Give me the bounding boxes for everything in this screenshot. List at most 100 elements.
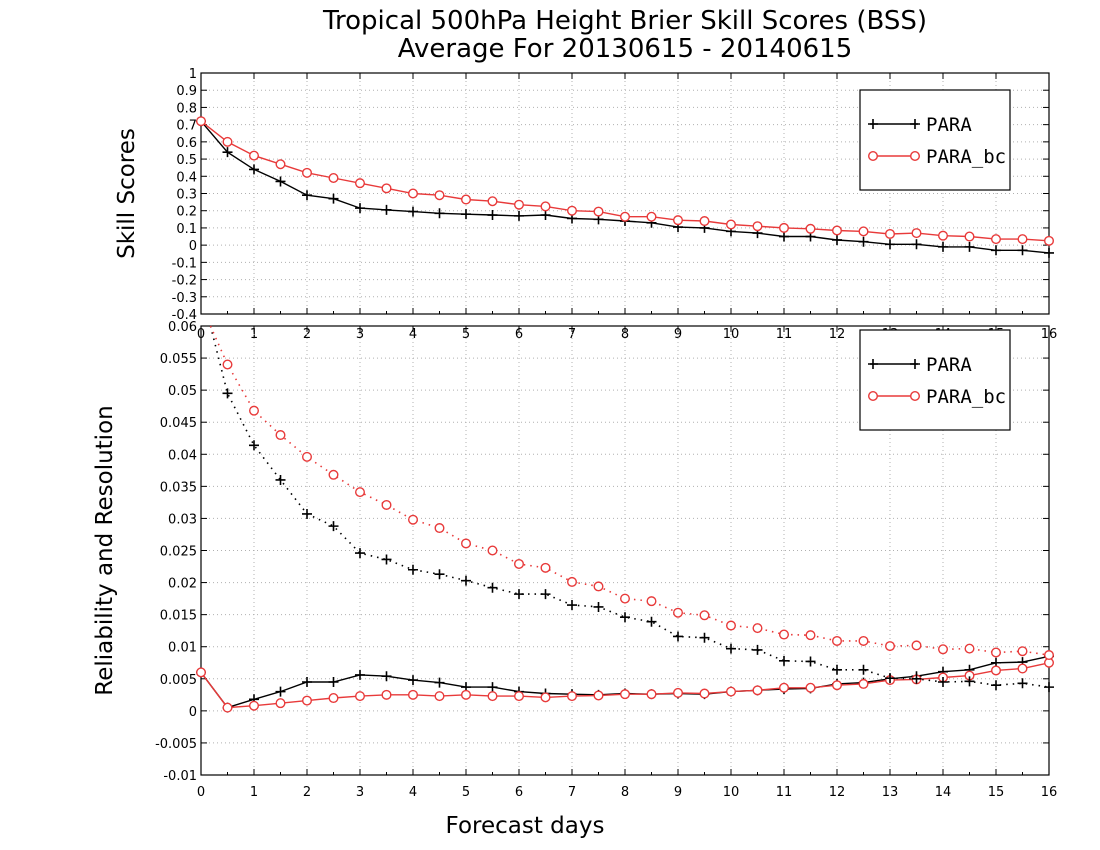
data-point [832,664,842,675]
data-point [302,695,313,706]
y-tick-label: 0.4 [176,170,197,185]
data-point [938,230,949,241]
y-tick-label: -0.4 [172,308,197,323]
data-point [381,689,392,700]
data-point [911,640,922,651]
data-point [514,558,525,569]
data-point [355,203,365,214]
data-point [991,647,1002,658]
y-tick-label: 0 [189,239,197,254]
series-para-bc-reliability [195,657,1054,713]
data-point [1017,234,1028,245]
data-point [938,676,948,687]
data-point [434,190,445,201]
data-point [487,682,498,693]
data-point [1017,245,1028,256]
data-point [408,564,418,575]
data-point [514,199,525,210]
y-tick-label: 0.5 [176,153,197,168]
data-point [779,629,790,640]
data-point [593,601,604,612]
data-point [805,656,816,667]
data-point [991,665,1002,676]
data-point [248,700,259,711]
data-point [514,691,525,702]
y-tick-label: 0.015 [160,609,197,624]
series-para-bc [195,116,1054,246]
data-point [514,589,524,600]
data-point [381,204,392,215]
data-point [540,201,551,212]
y-tick-label: -0.005 [155,737,197,752]
data-point [461,538,472,549]
data-point [461,575,471,586]
data-point [673,607,684,618]
x-tick-label: 8 [621,785,629,800]
data-point [408,206,418,217]
reliability-resolution-panel: 0 1 2 3 4 5 6 7 8 9 10 11 12 13 14 15 16-0.01-0.00500.00… [92,320,1057,839]
series-line [200,655,1050,709]
data-point [938,241,948,252]
data-point [620,612,630,623]
legend-marker [868,391,879,402]
data-point [249,164,259,175]
legend-marker [910,359,920,369]
data-point [911,673,922,684]
data-point [858,678,869,689]
x-tick-label: 10 [723,785,740,800]
legend: PARA PARA_bc [859,329,1011,431]
y-tick-label: -0.3 [172,291,197,306]
data-point [991,680,1001,691]
y-tick-label: 0.025 [160,545,197,560]
x-tick-label: 13 [882,785,899,800]
data-point [355,178,366,189]
y-tick-label: 0.035 [160,480,197,495]
y-axis-title: Skill Scores [114,128,140,259]
data-point [805,630,816,641]
x-tick-label: 0 [197,785,205,800]
data-point [434,569,445,580]
data-point [911,228,922,239]
data-point [408,675,418,686]
data-point [964,231,975,242]
data-point [249,440,259,451]
data-point [858,664,869,675]
y-tick-label: 0.7 [176,119,197,134]
data-point [885,239,895,250]
y-tick-label: 0.6 [176,136,197,151]
data-point [567,205,578,216]
x-tick-label: 14 [935,785,952,800]
series-line [209,325,1050,656]
data-point [752,623,763,634]
y-tick-label: 0.04 [168,448,197,463]
data-point [964,676,975,687]
data-point [964,241,975,252]
legend-marker [868,150,879,161]
data-point [222,359,233,370]
y-tick-label: 0.01 [168,641,197,656]
data-point [487,196,498,207]
data-point [832,234,842,245]
data-point [275,176,286,187]
data-point [1044,682,1054,693]
data-point [593,690,604,701]
data-point [434,523,445,534]
data-point [673,687,684,698]
data-point [222,702,233,713]
y-axis-title: Reliability and Resolution [92,405,118,695]
legend-marker [910,391,921,402]
x-tick-label: 12 [829,785,846,800]
data-point [620,211,631,222]
x-tick-label: 11 [776,785,793,800]
y-tick-label: 0.005 [160,673,197,688]
data-point [328,173,339,184]
data-point [885,673,895,684]
legend-box [859,89,1011,191]
data-point [461,209,471,220]
data-point [620,689,631,700]
x-tick-label: 2 [303,785,311,800]
data-point [832,225,843,236]
data-point [964,643,975,654]
x-tick-label: 5 [462,785,470,800]
